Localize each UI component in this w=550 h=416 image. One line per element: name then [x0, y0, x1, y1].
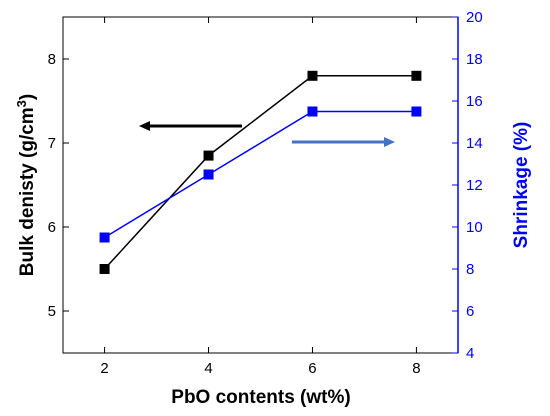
left-arrow-annotation: [139, 121, 242, 131]
series-layer: [99, 70, 422, 274]
x-tick-label: 4: [204, 360, 212, 377]
right-y-tick-label: 12: [466, 177, 483, 194]
series-marker-right: [203, 169, 214, 180]
right-y-tick-label: 6: [466, 303, 474, 320]
left-y-axis-title-main: Bulk denisty (g/cm: [17, 107, 38, 276]
series-marker-right: [99, 232, 110, 243]
right-y-tick-label: 20: [466, 9, 483, 26]
x-axis-ticks: 2 4 6 8: [100, 17, 421, 377]
series-marker-left: [99, 264, 110, 274]
series-line-left: [104, 75, 417, 270]
left-y-axis-title-close: ): [17, 94, 38, 100]
right-y-tick-label: 10: [466, 219, 483, 236]
right-y-axis-title: Shrinkage (%): [511, 122, 532, 249]
x-axis-title: PbO contents (wt%): [171, 387, 350, 408]
right-arrow-annotation: [292, 137, 395, 147]
plot-frame: [62, 16, 459, 354]
series-marker-left: [203, 150, 214, 161]
series-marker-right: [307, 106, 318, 117]
x-tick-label: 8: [412, 360, 420, 377]
right-y-axis-ticks: 4 6 8 10 12 14 16 18 20: [452, 9, 483, 362]
left-y-tick-label: 5: [48, 303, 56, 320]
series-marker-left: [411, 70, 422, 81]
x-tick-label: 6: [308, 360, 316, 377]
series-marker-left: [307, 70, 318, 81]
left-y-axis-title: Bulk denisty (g/cm3): [14, 94, 38, 276]
x-tick-label: 2: [100, 360, 108, 377]
left-y-tick-label: 7: [48, 135, 56, 152]
left-y-tick-label: 6: [48, 219, 56, 236]
right-y-tick-label: 4: [466, 345, 474, 362]
left-y-axis-title-sup: 3: [14, 100, 29, 107]
left-y-axis-ticks: 5 6 7 8: [48, 51, 69, 320]
series-marker-right: [411, 106, 422, 117]
right-y-tick-label: 18: [466, 51, 483, 68]
left-y-tick-label: 8: [48, 51, 56, 68]
series-line-right: [104, 110, 417, 239]
right-y-tick-label: 8: [466, 261, 474, 278]
right-y-tick-label: 14: [466, 135, 483, 152]
right-y-tick-label: 16: [466, 93, 483, 110]
